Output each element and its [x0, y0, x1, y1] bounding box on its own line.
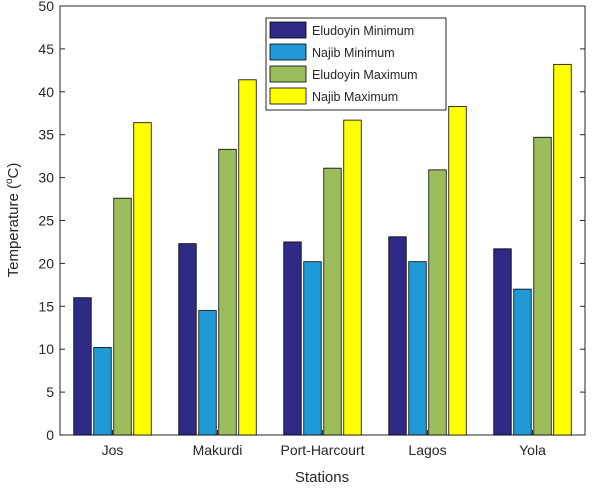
bar	[513, 288, 532, 436]
bar	[198, 310, 217, 436]
x-tick-label: Port-Harcourt	[280, 442, 364, 458]
y-tick-label: 15	[38, 298, 54, 314]
y-tick-label: 20	[38, 255, 54, 271]
legend-label: Eludoyin Maximum	[312, 68, 418, 82]
legend-swatch	[269, 21, 307, 39]
x-tick-label: Yola	[519, 442, 546, 458]
x-axis-title: Stations	[295, 469, 349, 486]
legend-label: Eludoyin Minimum	[312, 24, 414, 38]
bar	[178, 243, 197, 436]
y-tick-label: 0	[46, 427, 54, 443]
bar	[553, 63, 572, 436]
y-axis-ticks: 0 5 10 15 20 25 30 35 40 45 50	[38, 0, 585, 443]
y-axis-title: Temperature (oC)	[4, 163, 22, 278]
bar	[388, 236, 407, 436]
bar	[133, 122, 152, 436]
y-axis-title-main: Temperature (	[5, 184, 22, 277]
bar	[428, 169, 447, 436]
legend-label: Najib Minimum	[312, 46, 395, 60]
x-tick-label: Jos	[102, 442, 124, 458]
bars-layer	[73, 63, 572, 436]
bar	[238, 79, 257, 436]
x-axis-ticks: Jos Makurdi Port-Harcourt Lagos Yola	[102, 430, 546, 458]
x-tick-label: Makurdi	[193, 442, 243, 458]
bar	[93, 347, 112, 436]
bar	[303, 261, 322, 436]
legend: Eludoyin Minimum Najib Minimum Eludoyin Ma…	[265, 17, 447, 111]
legend-swatch	[269, 43, 307, 61]
bar	[533, 136, 552, 436]
bar	[218, 148, 237, 436]
y-tick-label: 25	[38, 213, 54, 229]
bar	[343, 119, 362, 436]
x-tick-label: Lagos	[408, 442, 446, 458]
bar	[493, 248, 512, 436]
y-tick-label: 45	[38, 41, 54, 57]
legend-label: Najib Maximum	[312, 90, 398, 104]
bar	[113, 197, 132, 436]
bar	[408, 261, 427, 436]
y-axis-title-end: C)	[5, 163, 22, 179]
bar	[448, 105, 467, 436]
bar	[73, 297, 92, 436]
y-axis-title-superscript: o	[4, 178, 15, 184]
y-tick-label: 10	[38, 341, 54, 357]
bar	[283, 241, 302, 436]
y-tick-label: 30	[38, 170, 54, 186]
legend-swatch	[269, 65, 307, 83]
bar	[323, 167, 342, 436]
y-tick-label: 35	[38, 127, 54, 143]
y-tick-label: 5	[46, 384, 54, 400]
y-tick-label: 40	[38, 84, 54, 100]
y-tick-label: 50	[38, 0, 54, 14]
legend-swatch	[269, 87, 307, 105]
